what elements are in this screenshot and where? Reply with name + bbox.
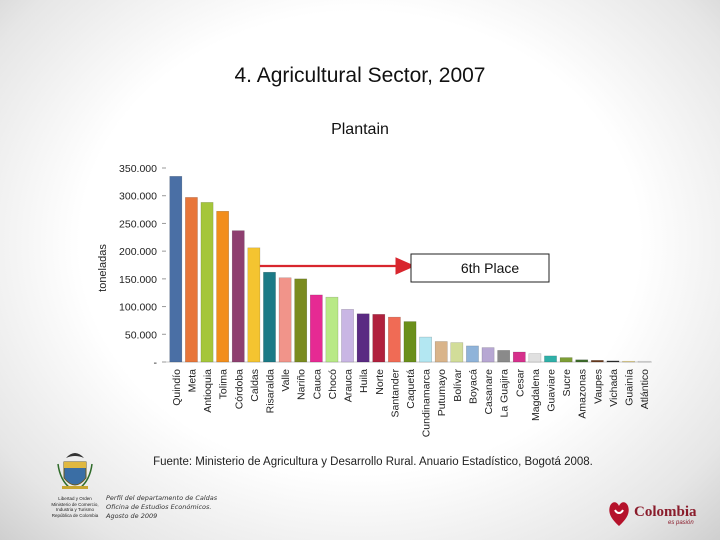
y-tick-label: 350.000 [119,163,157,175]
footnote-line: Perfil del departamento de Caldas [106,494,218,502]
y-axis-label: toneladas [97,244,109,292]
crest-caption-line: Libertad y Orden [58,496,92,501]
x-tick-label: Cauca [311,369,323,400]
bar [325,296,339,363]
bar [512,351,526,363]
bar [403,321,417,363]
footnote-line: Oficina de Estudios Económicos. [106,503,212,511]
annotation-box [410,253,550,283]
bar [200,202,214,363]
bar [575,359,589,363]
bar [606,360,620,363]
x-tick-label: Magdalena [530,369,542,421]
coat-of-arms-icon [57,453,93,489]
x-tick-label: Casanare [483,369,495,415]
footnote: Perfil del departamento de Caldas Oficin… [106,494,217,521]
x-tick-label: Meta [186,369,198,393]
bar [466,345,479,363]
x-tick-label: Huila [358,369,370,393]
x-tick-label: Nariño [296,369,308,400]
x-tick-label: Sucre [561,369,573,397]
x-tick-label: Vichada [608,369,620,407]
colombia-brand-logo: Colombia es pasión [606,494,716,534]
brand-wordmark: Colombia [634,504,697,520]
bar [559,357,573,363]
x-tick-label: Caldas [249,369,261,402]
y-tick-label: 250.000 [119,218,157,230]
x-tick-label: Risaralda [264,369,276,414]
x-tick-label: Antioquia [202,369,214,413]
x-tick-label: Quindío [171,369,183,406]
bar [278,277,292,363]
bar [481,347,495,363]
bar [419,336,432,363]
bar [356,313,370,363]
annotation-label: 6th Place [461,260,520,276]
x-tick-label: Cesar [514,369,526,398]
crest-caption-line: Industria y Turismo [55,507,94,512]
x-tick-label: Atlántico [639,369,651,409]
y-tick-label: 200.000 [119,246,157,258]
x-tick-label: Guainía [624,369,636,406]
bar [497,350,511,363]
bar [231,230,245,363]
x-tick-label: Boyacá [467,369,479,404]
bar [294,278,308,363]
slide-title: 4. Agricultural Sector, 2007 [234,64,486,87]
x-tick-label: Guaviare [546,369,558,412]
bar [185,197,198,363]
bar [341,309,354,363]
crest-caption-line: República de Colombia [51,512,99,518]
y-tick-label: 100.000 [119,302,157,314]
crest-caption-line: Ministerio de Comercio, [51,501,99,507]
x-tick-label: La Guajira [499,369,511,418]
x-tick-label: Vaupes [592,369,604,404]
chart-title: Plantain [331,121,389,138]
y-tick-label: 50.000 [125,329,157,341]
x-tick-label: Arauca [343,369,355,402]
bar [450,342,464,363]
ministry-logo: Libertad y Orden Ministerio de Comercio,… [40,448,110,538]
footnote-line: Agosto de 2009 [106,512,158,520]
x-tick-label: Amazonas [577,369,589,419]
brand-tagline: es pasión [668,520,694,526]
bar [372,314,386,363]
bar [544,355,557,363]
x-tick-label: Chocó [327,369,339,400]
x-tick-label: Caquetá [405,369,417,409]
x-tick-label: Tolima [218,369,230,400]
y-tick-label: 300.000 [119,191,157,203]
x-tick-label: Córdoba [233,369,245,409]
bar [528,353,542,363]
bar [637,360,651,363]
bar [622,360,635,363]
bar [216,210,229,363]
bar [591,360,604,363]
source-note: Fuente: Ministerio de Agricultura y Desa… [153,456,593,468]
x-tick-label: Bolívar [452,369,464,402]
heart-icon [609,502,629,526]
bar [434,341,448,363]
bar [247,247,261,363]
bar [263,271,276,363]
bar [388,316,401,363]
x-tick-label: Valle [280,369,292,392]
bar [309,294,323,363]
x-tick-label: Norte [374,369,386,395]
x-tick-label: Putumayo [436,369,448,416]
y-tick-label: 150.000 [119,274,157,286]
y-tick-label: - [154,357,158,369]
x-tick-label: Santander [389,369,401,418]
x-tick-label: Cundinamarca [421,369,433,437]
bar [169,176,183,363]
